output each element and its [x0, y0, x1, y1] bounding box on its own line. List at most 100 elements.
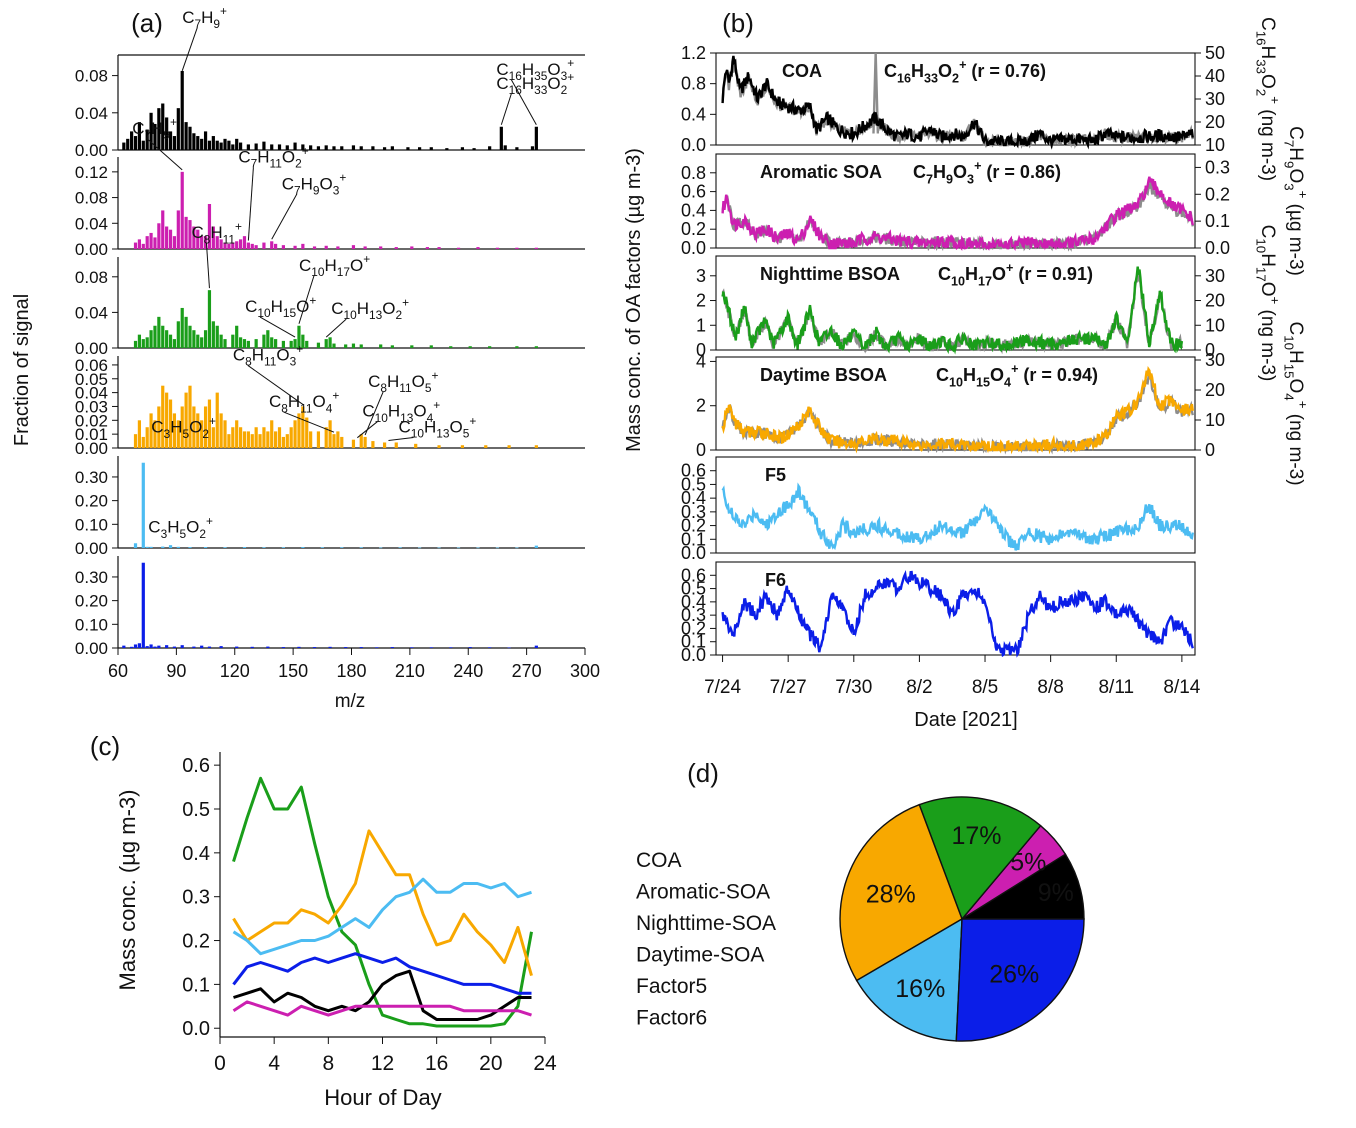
x-tick-label: 180 [336, 661, 366, 681]
x-tick-label: 0 [214, 1052, 226, 1075]
spectrum-bar [122, 645, 126, 648]
spectrum-bar [203, 406, 208, 448]
spectrum-bar [270, 337, 274, 348]
factor-series-line [721, 366, 1194, 455]
spectrum-bar [219, 142, 223, 150]
annotation-leader [283, 411, 335, 433]
spectrum-bar [246, 144, 250, 150]
spectrum-bar [172, 413, 177, 448]
spectrum-bar [250, 243, 254, 249]
spectrum-bar [172, 236, 177, 249]
spectrum-bar [324, 339, 328, 348]
spectrum-bar [456, 247, 461, 249]
y-tick-label: 0.10 [75, 515, 108, 534]
annotation-leader [247, 167, 254, 241]
y-tick-label: 0.00 [75, 141, 108, 160]
peak-annotation: C10H17O+ [299, 252, 370, 279]
factor-series-line [721, 482, 1194, 551]
y-tick-label: 0.1 [182, 974, 210, 996]
spectrum-bar [530, 146, 535, 150]
annotation-leader [325, 318, 347, 338]
spectrum-bar [262, 427, 266, 448]
spectrum-bar [180, 70, 184, 150]
spectrum-bar [266, 646, 270, 648]
spectrum-bar [219, 413, 223, 448]
legend-entry: Factor5 [636, 975, 707, 998]
spectrum-bar [301, 406, 305, 448]
right-y-tick-label: 10 [1205, 315, 1225, 335]
y-tick-label: 0.00 [75, 639, 108, 658]
spectrum-bar [215, 392, 219, 448]
panel-b-label: (b) [722, 8, 754, 38]
x-axis-title: Hour of Day [324, 1085, 441, 1110]
y-axis-title: Fraction of signal [11, 294, 33, 446]
plot-frame [715, 561, 1196, 656]
spectrum-bar [231, 242, 235, 249]
spectrum-bar [184, 216, 188, 249]
spectrum-bar [149, 112, 153, 150]
tracer-label: C16H33O2+ (r = 0.76) [884, 58, 1046, 86]
diurnal-line-aromatic-soa [232, 1000, 532, 1017]
spectrum-bar [180, 645, 184, 648]
x-tick-label: 240 [453, 661, 483, 681]
spectrum-bar [289, 340, 293, 348]
spectrum-bar [382, 442, 387, 448]
legend-entry: Nighttime-SOA [636, 912, 776, 935]
spectrum-bar [262, 547, 266, 548]
right-y-tick-label: 0 [1205, 440, 1215, 460]
spectrum-bar [250, 646, 254, 648]
y-tick-label: 0.10 [75, 615, 108, 634]
spectrum-bar [476, 247, 480, 249]
spectrum-bar [456, 547, 461, 549]
y-tick-label: 0.8 [681, 74, 706, 94]
y-tick-label: 0.5 [681, 579, 706, 599]
spectrum-f5: 0.00 0.10 0.20 0.30 C3H5O2+ [75, 414, 585, 558]
spectrum-bar [476, 547, 480, 549]
panel-c-label: (c) [90, 731, 120, 761]
spectrum-bar [418, 147, 422, 150]
x-tick-label: 8/11 [1098, 677, 1134, 698]
spectrum-bar [375, 647, 379, 648]
spectrum-bar [145, 646, 149, 648]
y-tick-label: 0.5 [681, 474, 706, 494]
spectrum-bar [223, 242, 227, 249]
spectrum-f6: 0.00 0.10 0.20 0.30 C3H5O2+ [75, 514, 585, 658]
spectrum-bar [192, 330, 196, 348]
spectrum-bar [176, 321, 180, 348]
spectrum-bar [258, 434, 262, 448]
y-tick-label: 0.04 [75, 214, 108, 233]
spectrum-bar [176, 420, 180, 448]
x-axis-title: m/z [335, 691, 366, 712]
spectrum-bar [130, 131, 134, 150]
legend-entry: COA [636, 849, 682, 872]
spectrum-bar [207, 204, 212, 249]
spectrum-bar [242, 236, 247, 249]
spectrum-bar [425, 247, 429, 249]
spectrum-bar [336, 431, 340, 448]
spectrum-bar [410, 246, 414, 249]
spectrum-bar [262, 242, 266, 249]
y-tick-label: 0.03 [75, 397, 108, 416]
factor-series-line [721, 176, 1194, 252]
spectrum-bar [499, 126, 503, 150]
spectrum-bar [126, 138, 130, 150]
spectrum-bar [254, 245, 258, 249]
spectrum-bar [149, 413, 153, 448]
spectrum-bar [297, 413, 301, 448]
y-tick-label: 0.08 [75, 268, 108, 287]
x-tick-label: 8 [322, 1052, 334, 1075]
peak-annotation: C10H13O5+ [398, 414, 476, 441]
spectrum-bar [281, 245, 285, 249]
spectrum-bar [332, 343, 336, 348]
x-tick-label: 60 [108, 661, 128, 681]
spectrum-bar [351, 245, 356, 249]
y-tick-label: 4 [696, 351, 706, 371]
y-tick-label: 0.01 [75, 425, 108, 444]
factor-label: Daytime BSOA [760, 365, 887, 385]
pie-label: 26% [989, 961, 1039, 989]
right-y-tick-label: 50 [1205, 43, 1225, 63]
pie-label: 16% [895, 975, 945, 1003]
spectrum-bar [176, 210, 180, 249]
spectrum-bar [141, 339, 145, 348]
